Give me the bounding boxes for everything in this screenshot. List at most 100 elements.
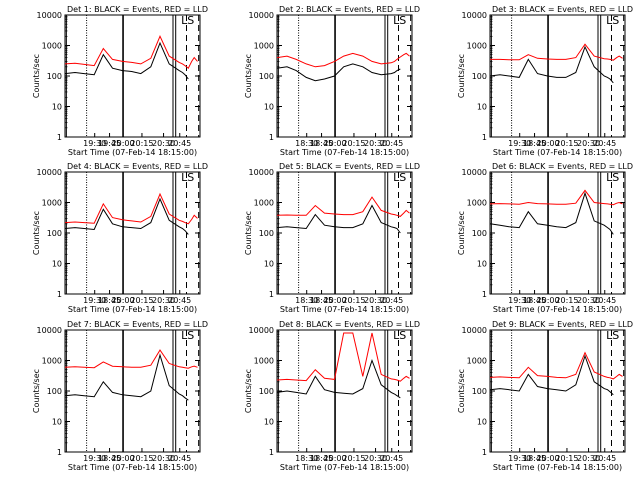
- y-tick-label: 1: [57, 448, 62, 457]
- y-axis-label: Counts/sec: [457, 369, 466, 413]
- panel-title: Det 7: BLACK = Events, RED = LLD: [67, 320, 208, 329]
- x-tick-label: 20:45: [168, 139, 191, 148]
- y-tick-label: 10000: [462, 168, 487, 177]
- y-tick-label: 100: [472, 387, 487, 396]
- ls-label: LS: [606, 329, 619, 342]
- y-tick-label: 10: [52, 103, 62, 112]
- y-tick-label: 1: [482, 133, 487, 142]
- x-tick-label: 20:00: [324, 454, 347, 463]
- y-tick-label: 1000: [467, 199, 487, 208]
- x-tick-label: 20:30: [364, 454, 387, 463]
- panel-det-6: Det 6: BLACK = Events, RED = LLD 1 10 100 10…: [457, 162, 633, 314]
- series-lld-line: [490, 43, 623, 61]
- series-lld-line: [276, 332, 410, 382]
- x-tick-label: 20:15: [342, 139, 365, 148]
- y-tick-label: 10: [52, 260, 62, 269]
- axes-frame: [64, 14, 201, 138]
- x-tick-label: 20:00: [324, 139, 347, 148]
- y-tick-label: 100: [47, 72, 62, 81]
- y-tick-label: 1000: [467, 42, 487, 51]
- panel-det-3: Det 3: BLACK = Events, RED = LLD 1 10 100 10…: [457, 5, 633, 157]
- y-axis-label: Counts/sec: [32, 54, 41, 98]
- y-tick-label: 100: [259, 387, 274, 396]
- panel-det-1: Det 1: BLACK = Events, RED = LLD 1 10 100 10…: [32, 5, 208, 157]
- panel-title: Det 3: BLACK = Events, RED = LLD: [492, 5, 633, 14]
- x-tick-label: 18:30: [295, 296, 318, 305]
- y-axis-label: Counts/sec: [244, 369, 253, 413]
- x-tick-label: 20:30: [152, 454, 175, 463]
- y-tick-label: 10000: [37, 11, 62, 20]
- panel-title: Det 6: BLACK = Events, RED = LLD: [492, 162, 633, 171]
- x-tick-label: 18:30: [295, 139, 318, 148]
- panel-det-7: Det 7: BLACK = Events, RED = LLD 1 10 100 10…: [32, 320, 208, 472]
- y-tick-label: 10: [477, 103, 487, 112]
- x-axis-label: Start Time (07-Feb-14 18:15:00): [280, 305, 409, 314]
- y-tick-label: 100: [259, 72, 274, 81]
- y-axis-label: Counts/sec: [32, 369, 41, 413]
- x-axis-label: Start Time (07-Feb-14 18:15:00): [68, 463, 197, 472]
- x-tick-label: 18:30: [295, 454, 318, 463]
- y-tick-label: 1000: [467, 357, 487, 366]
- x-tick-label: 19:30: [83, 139, 106, 148]
- x-tick-label: 20:15: [130, 296, 153, 305]
- y-tick-label: 10000: [37, 168, 62, 177]
- axes-frame: [64, 329, 201, 453]
- y-tick-label: 10000: [462, 11, 487, 20]
- series-lld-line: [489, 351, 623, 380]
- axes-frame: [489, 171, 626, 295]
- x-tick-label: 19:30: [83, 454, 106, 463]
- y-tick-label: 10000: [37, 326, 62, 335]
- x-tick-label: 20:15: [342, 454, 365, 463]
- x-axis-label: Start Time (07-Feb-14 18:15:00): [68, 305, 197, 314]
- series-lld-line: [64, 35, 198, 69]
- x-axis-label: Start Time (07-Feb-14 18:15:00): [280, 463, 409, 472]
- x-tick-label: 20:00: [537, 296, 560, 305]
- x-tick-label: 18:45: [523, 296, 546, 305]
- series-lld-line: [64, 349, 198, 369]
- series-events-line: [64, 197, 189, 235]
- panel-det-4: Det 4: BLACK = Events, RED = LLD 1 10 100 10…: [32, 162, 208, 314]
- x-tick-label: 18:45: [310, 296, 333, 305]
- x-tick-label: 20:00: [112, 454, 135, 463]
- axes-frame: [489, 329, 626, 453]
- panel-det-2: Det 2: BLACK = Events, RED = LLD 1 10 100 10…: [244, 5, 420, 157]
- panel-title: Det 8: BLACK = Events, RED = LLD: [279, 320, 420, 329]
- panel-det-5: Det 5: BLACK = Events, RED = LLD 1 10 100 10…: [244, 162, 420, 314]
- x-tick-label: 20:45: [168, 454, 191, 463]
- x-tick-label: 20:45: [168, 296, 191, 305]
- x-tick-label: 20:30: [577, 296, 600, 305]
- y-tick-label: 10: [52, 418, 62, 427]
- y-tick-label: 1000: [254, 357, 274, 366]
- x-tick-label: 20:45: [593, 296, 616, 305]
- y-tick-label: 10000: [249, 11, 274, 20]
- y-tick-label: 100: [472, 72, 487, 81]
- ls-label: LS: [181, 329, 194, 342]
- y-tick-label: 1000: [254, 199, 274, 208]
- x-tick-label: 18:45: [310, 139, 333, 148]
- y-tick-label: 1: [269, 133, 274, 142]
- series-lld-line: [276, 196, 410, 217]
- y-tick-label: 100: [47, 387, 62, 396]
- x-axis-label: Start Time (07-Feb-14 18:15:00): [493, 148, 622, 157]
- ls-label: LS: [606, 171, 619, 184]
- y-axis-label: Counts/sec: [244, 211, 253, 255]
- x-tick-label: 20:00: [324, 296, 347, 305]
- series-events-line: [276, 63, 401, 82]
- y-tick-label: 10000: [249, 326, 274, 335]
- x-tick-label: 19:30: [83, 296, 106, 305]
- series-events-line: [489, 354, 614, 396]
- y-tick-label: 10: [477, 260, 487, 269]
- y-tick-label: 1000: [42, 42, 62, 51]
- y-axis-label: Counts/sec: [457, 211, 466, 255]
- x-tick-label: 20:15: [555, 454, 578, 463]
- x-tick-label: 20:30: [364, 296, 387, 305]
- axes-frame: [276, 329, 413, 453]
- x-axis-label: Start Time (07-Feb-14 18:15:00): [493, 305, 622, 314]
- y-axis-label: Counts/sec: [457, 54, 466, 98]
- x-tick-label: 19:45: [98, 139, 121, 148]
- y-tick-label: 100: [472, 229, 487, 238]
- x-tick-label: 20:45: [593, 454, 616, 463]
- x-tick-label: 20:30: [152, 296, 175, 305]
- x-axis-label: Start Time (07-Feb-14 18:15:00): [280, 148, 409, 157]
- panel-det-9: Det 9: BLACK = Events, RED = LLD 1 10 100 10…: [457, 320, 633, 472]
